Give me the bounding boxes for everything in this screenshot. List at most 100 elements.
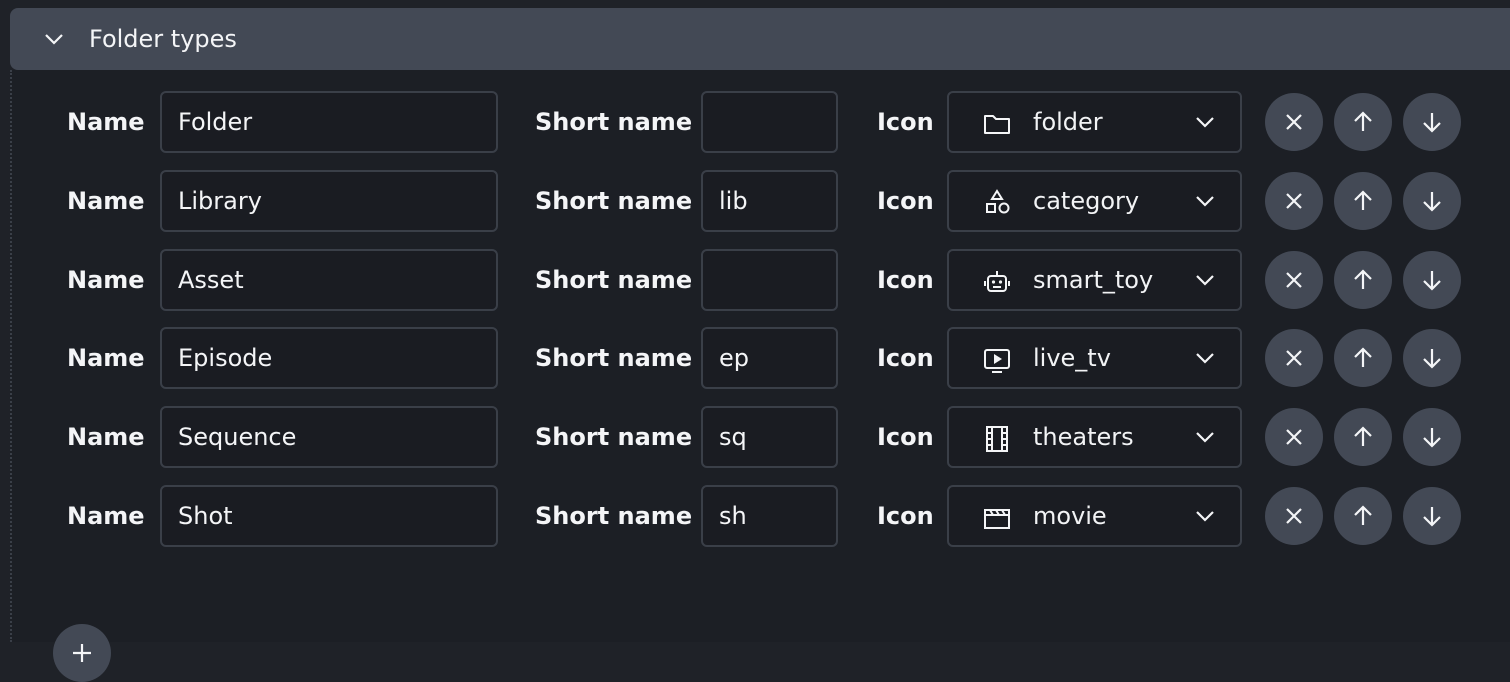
move-up-button[interactable]	[1334, 408, 1392, 467]
folder-icon	[984, 115, 1010, 134]
arrow-up-icon	[1354, 426, 1372, 447]
remove-button[interactable]	[1265, 250, 1323, 309]
name-label: Name	[67, 265, 145, 294]
category-icon	[986, 188, 1010, 214]
chevron-down-icon	[1196, 117, 1214, 128]
icon-select-value: movie	[1033, 502, 1107, 530]
section-header[interactable]: Folder types	[10, 8, 1510, 70]
short-name-input[interactable]: sh	[701, 485, 838, 547]
name-label: Name	[67, 344, 145, 373]
icon-label: Icon	[877, 502, 934, 530]
short-name-input[interactable]: lib	[701, 169, 838, 232]
move-up-button[interactable]	[1334, 171, 1392, 230]
section-title: Folder types	[89, 25, 237, 53]
short-name-input-value: lib	[719, 186, 748, 215]
icon-select-value: live_tv	[1033, 344, 1111, 373]
short-name-input[interactable]: sq	[701, 406, 838, 469]
short-name-label: Short name	[535, 108, 693, 136]
icon-select-value: smart_toy	[1033, 265, 1154, 294]
name-label: Name	[67, 502, 145, 530]
name-label: Name	[67, 108, 145, 136]
short-name-label: Short name	[535, 186, 693, 215]
move-down-button[interactable]	[1403, 329, 1461, 388]
name-input-value: Folder	[178, 108, 253, 136]
arrow-down-icon	[1423, 507, 1441, 527]
folder-type-row: Name Shot Short name sh Icon movie	[12, 485, 1510, 547]
short-name-input[interactable]: ep	[701, 327, 838, 390]
add-folder-type-button[interactable]	[53, 624, 111, 682]
short-name-label: Short name	[535, 502, 693, 530]
short-name-input-value: sh	[719, 502, 747, 530]
movie-icon	[984, 509, 1010, 529]
arrow-down-icon	[1423, 270, 1441, 291]
name-input[interactable]: Shot	[160, 485, 498, 547]
folder-type-row: Name Episode Short name ep Icon live_tv	[12, 327, 1510, 390]
chevron-down-icon	[1196, 511, 1214, 522]
arrow-up-icon	[1354, 111, 1372, 131]
chevron-down-icon	[1196, 274, 1214, 286]
move-up-button[interactable]	[1334, 487, 1392, 545]
icon-select[interactable]: live_tv	[947, 327, 1242, 390]
name-label: Name	[67, 423, 145, 452]
folder-type-row: Name Library Short name lib Icon categor…	[12, 169, 1510, 232]
arrow-down-icon	[1423, 428, 1441, 448]
name-input-value: Asset	[178, 265, 244, 294]
move-down-button[interactable]	[1403, 250, 1461, 309]
section-body: Name Folder Short name Icon folder Name …	[10, 70, 1510, 682]
short-name-input[interactable]	[701, 91, 838, 153]
folder-type-row: Name Folder Short name Icon folder	[12, 91, 1510, 153]
name-input[interactable]: Folder	[160, 91, 498, 153]
arrow-up-icon	[1354, 190, 1372, 210]
short-name-label: Short name	[535, 423, 693, 452]
close-icon	[1286, 350, 1302, 367]
icon-label: Icon	[877, 108, 934, 136]
move-up-button[interactable]	[1334, 329, 1392, 388]
close-icon	[1286, 193, 1302, 209]
arrow-up-icon	[1354, 347, 1372, 368]
move-up-button[interactable]	[1334, 93, 1392, 151]
live-tv-icon	[984, 349, 1010, 374]
icon-select[interactable]: smart_toy	[947, 248, 1242, 311]
short-name-input[interactable]	[701, 248, 838, 311]
icon-select[interactable]: folder	[947, 91, 1242, 153]
chevron-down-icon	[45, 34, 63, 45]
icon-select[interactable]: movie	[947, 485, 1242, 547]
plus-icon	[73, 644, 91, 662]
move-down-button[interactable]	[1403, 487, 1461, 545]
move-down-button[interactable]	[1403, 171, 1461, 230]
name-input[interactable]: Asset	[160, 248, 498, 311]
remove-button[interactable]	[1265, 487, 1323, 545]
arrow-up-icon	[1354, 269, 1372, 289]
move-up-button[interactable]	[1334, 250, 1392, 309]
name-label: Name	[67, 186, 145, 215]
remove-button[interactable]	[1265, 171, 1323, 230]
folder-type-row: Name Sequence Short name sq Icon theater…	[12, 406, 1510, 469]
close-icon	[1286, 508, 1302, 524]
folder-types-section: Folder types Name Folder Short name Icon…	[10, 8, 1510, 682]
move-down-button[interactable]	[1403, 408, 1461, 467]
remove-button[interactable]	[1265, 329, 1323, 388]
chevron-down-icon	[1196, 432, 1214, 443]
name-input-value: Sequence	[178, 423, 297, 452]
name-input-value: Shot	[178, 502, 233, 530]
close-icon	[1286, 114, 1302, 130]
arrow-down-icon	[1423, 349, 1441, 369]
theaters-icon	[986, 426, 1008, 453]
arrow-down-icon	[1423, 191, 1441, 212]
icon-select[interactable]: category	[947, 169, 1242, 232]
chevron-down-icon	[1196, 353, 1214, 364]
arrow-up-icon	[1354, 505, 1372, 525]
remove-button[interactable]	[1265, 93, 1323, 151]
icon-select-value: category	[1033, 186, 1140, 215]
short-name-input-value: sq	[719, 423, 747, 452]
icon-select-value: theaters	[1033, 423, 1134, 452]
remove-button[interactable]	[1265, 408, 1323, 467]
short-name-label: Short name	[535, 265, 693, 294]
icon-select[interactable]: theaters	[947, 406, 1242, 469]
name-input[interactable]: Episode	[160, 327, 498, 390]
name-input[interactable]: Sequence	[160, 406, 498, 469]
chevron-down-icon	[1196, 196, 1214, 207]
name-input-value: Library	[178, 186, 262, 215]
name-input[interactable]: Library	[160, 169, 498, 232]
move-down-button[interactable]	[1403, 93, 1461, 151]
